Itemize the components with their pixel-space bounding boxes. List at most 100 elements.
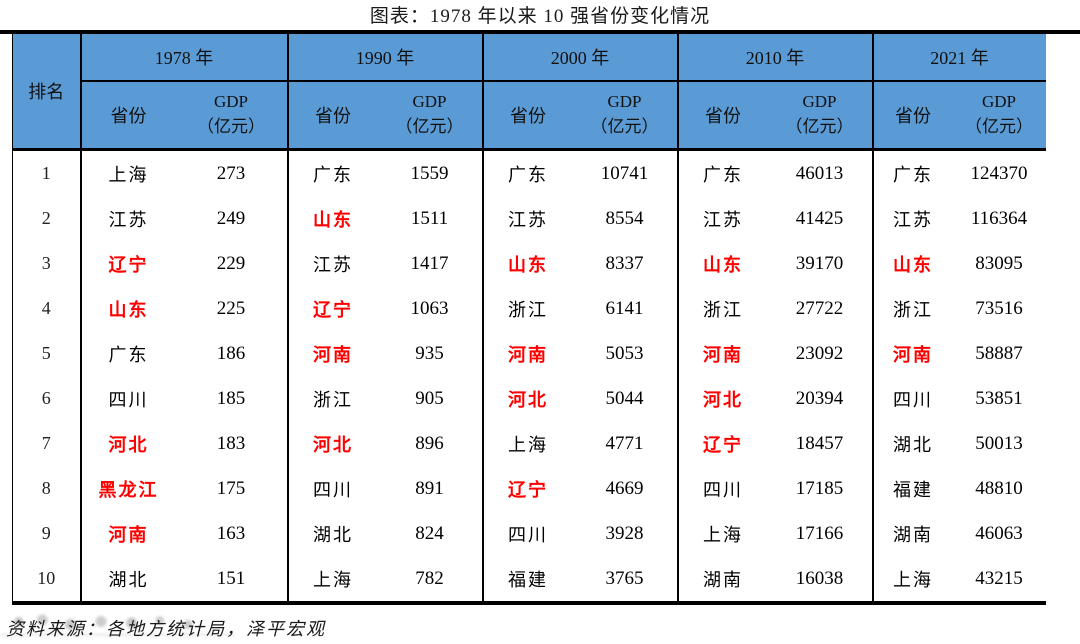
province-cell: 山东 <box>871 241 953 286</box>
gdp-cell: 43215 <box>952 556 1046 605</box>
gdp-subheader: GDP （亿元） <box>377 81 483 151</box>
province-cell: 上海 <box>871 556 953 605</box>
province-cell: 浙江 <box>871 286 953 331</box>
province-cell: 上海 <box>79 149 176 196</box>
gdp-cell: 1063 <box>410 297 449 319</box>
gdp-cell: 229 <box>216 252 246 274</box>
year-header-2021: 2021 年 <box>871 34 1046 82</box>
gdp-cell: 1417 <box>410 252 449 274</box>
rank-cell: 4 <box>12 286 82 331</box>
province-cell: 湖南 <box>676 556 768 605</box>
table-row: 3 辽宁 229 江苏 1417 山东 8337 山东 39170 山东 83095 <box>12 241 1046 286</box>
province-cell: 广东 <box>871 149 953 196</box>
gdp-cell: 8554 <box>605 207 644 229</box>
gdp-cell: 58887 <box>975 342 1023 364</box>
title-divider <box>0 30 1080 34</box>
gdp-cell: 5044 <box>605 387 644 409</box>
rank-cell: 2 <box>12 196 82 241</box>
rank-cell: 7 <box>12 421 82 466</box>
gdp-cell: 4669 <box>605 477 644 499</box>
province-cell: 四川 <box>871 376 953 421</box>
year-header-row: 排名 1978 年 1990 年 2000 年 2010 年 2021 年 <box>12 34 1046 151</box>
gdp-cell: 4771 <box>605 432 644 454</box>
province-cell: 江苏 <box>481 196 573 241</box>
gdp-cell: 183 <box>216 432 246 454</box>
province-subheader: 省份 <box>79 81 176 151</box>
rank-cell: 5 <box>12 331 82 376</box>
gdp-cell: 896 <box>415 432 444 454</box>
gdp-cell: 175 <box>216 477 246 499</box>
province-cell: 四川 <box>676 466 768 511</box>
rank-cell: 6 <box>12 376 82 421</box>
province-cell: 黑龙江 <box>79 466 176 511</box>
table-row: 7 河北 183 河北 896 上海 4771 辽宁 18457 湖北 50013 <box>12 421 1046 466</box>
gdp-cell: 185 <box>216 387 246 409</box>
gdp-cell: 46013 <box>795 162 844 184</box>
gdp-cell: 273 <box>216 162 246 184</box>
gdp-subheader: GDP （亿元） <box>952 81 1046 151</box>
province-cell: 湖北 <box>286 511 378 556</box>
gdp-cell: 41425 <box>795 207 844 229</box>
source-watermark <box>0 608 235 638</box>
province-subheader: 省份 <box>481 81 573 151</box>
gdp-cell: 73516 <box>975 297 1023 319</box>
source-note: 资料来源：各地方统计局，泽平宏观 <box>6 619 326 639</box>
province-cell: 江苏 <box>676 196 768 241</box>
gdp-subheader: GDP （亿元） <box>572 81 678 151</box>
province-cell: 山东 <box>286 196 378 241</box>
rank-cell: 3 <box>12 241 82 286</box>
table-body: 1 上海 273 广东 1559 广东 10741 广东 46013 广东 124370 2 江苏 249… <box>12 149 1046 605</box>
gdp-cell: 905 <box>415 387 444 409</box>
rank-cell: 10 <box>12 556 82 605</box>
province-cell: 河北 <box>79 421 176 466</box>
province-cell: 河北 <box>286 421 378 466</box>
province-cell: 辽宁 <box>676 421 768 466</box>
province-subheader: 省份 <box>676 81 768 151</box>
province-cell: 江苏 <box>286 241 378 286</box>
gdp-cell: 186 <box>216 342 246 364</box>
province-cell: 福建 <box>481 556 573 605</box>
province-cell: 湖南 <box>871 511 953 556</box>
gdp-cell: 17166 <box>795 522 844 544</box>
gdp-cell: 124370 <box>970 162 1028 184</box>
table-row: 5 广东 186 河南 935 河南 5053 河南 23092 河南 58887 <box>12 331 1046 376</box>
gdp-cell: 23092 <box>795 342 844 364</box>
table-row: 6 四川 185 浙江 905 河北 5044 河北 20394 四川 53851 <box>12 376 1046 421</box>
province-cell: 湖北 <box>871 421 953 466</box>
gdp-subheader: GDP （亿元） <box>175 81 288 151</box>
province-subheader: 省份 <box>286 81 378 151</box>
subheader-row: 省份 GDP （亿元） 省份 GDP （亿元） 省份 GDP （亿元） 省份 GDP （亿元） 省份 GD… <box>13 81 1046 151</box>
province-cell: 河南 <box>871 331 953 376</box>
province-cell: 河北 <box>481 376 573 421</box>
table-wrapper: 排名 1978 年 1990 年 2000 年 2010 年 2021 年省份 GDP （亿元… <box>12 34 1080 605</box>
province-cell: 四川 <box>79 376 176 421</box>
gdp-cell: 782 <box>377 556 483 605</box>
province-cell: 湖北 <box>79 556 176 605</box>
province-cell: 辽宁 <box>481 466 573 511</box>
province-cell: 上海 <box>676 511 768 556</box>
province-cell: 河南 <box>481 331 573 376</box>
year-header-1990: 1990 年 <box>286 34 483 82</box>
gdp-cell: 5053 <box>605 342 644 364</box>
gdp-cell: 18457 <box>795 432 844 454</box>
gdp-ranking-table: 排名 1978 年 1990 年 2000 年 2010 年 2021 年省份 GDP （亿元… <box>12 34 1046 605</box>
province-cell: 广东 <box>286 149 378 196</box>
gdp-cell: 39170 <box>795 252 844 274</box>
province-cell: 山东 <box>676 241 768 286</box>
province-cell: 辽宁 <box>79 241 176 286</box>
province-cell: 上海 <box>286 556 378 605</box>
province-cell: 浙江 <box>676 286 768 331</box>
gdp-cell: 16038 <box>767 556 873 605</box>
province-cell: 山东 <box>481 241 573 286</box>
province-cell: 河北 <box>676 376 768 421</box>
province-cell: 广东 <box>481 149 573 196</box>
gdp-cell: 3928 <box>605 522 644 544</box>
rank-cell: 8 <box>12 466 82 511</box>
table-row: 8 黑龙江 175 四川 891 辽宁 4669 四川 17185 福建 48810 <box>12 466 1046 511</box>
gdp-cell: 48810 <box>975 477 1023 499</box>
province-cell: 河南 <box>286 331 378 376</box>
year-header-2000: 2000 年 <box>481 34 678 82</box>
gdp-cell: 53851 <box>975 387 1023 409</box>
rank-column-header: 排名 <box>12 34 82 151</box>
table-row: 1 上海 273 广东 1559 广东 10741 广东 46013 广东 124370 <box>12 149 1046 196</box>
